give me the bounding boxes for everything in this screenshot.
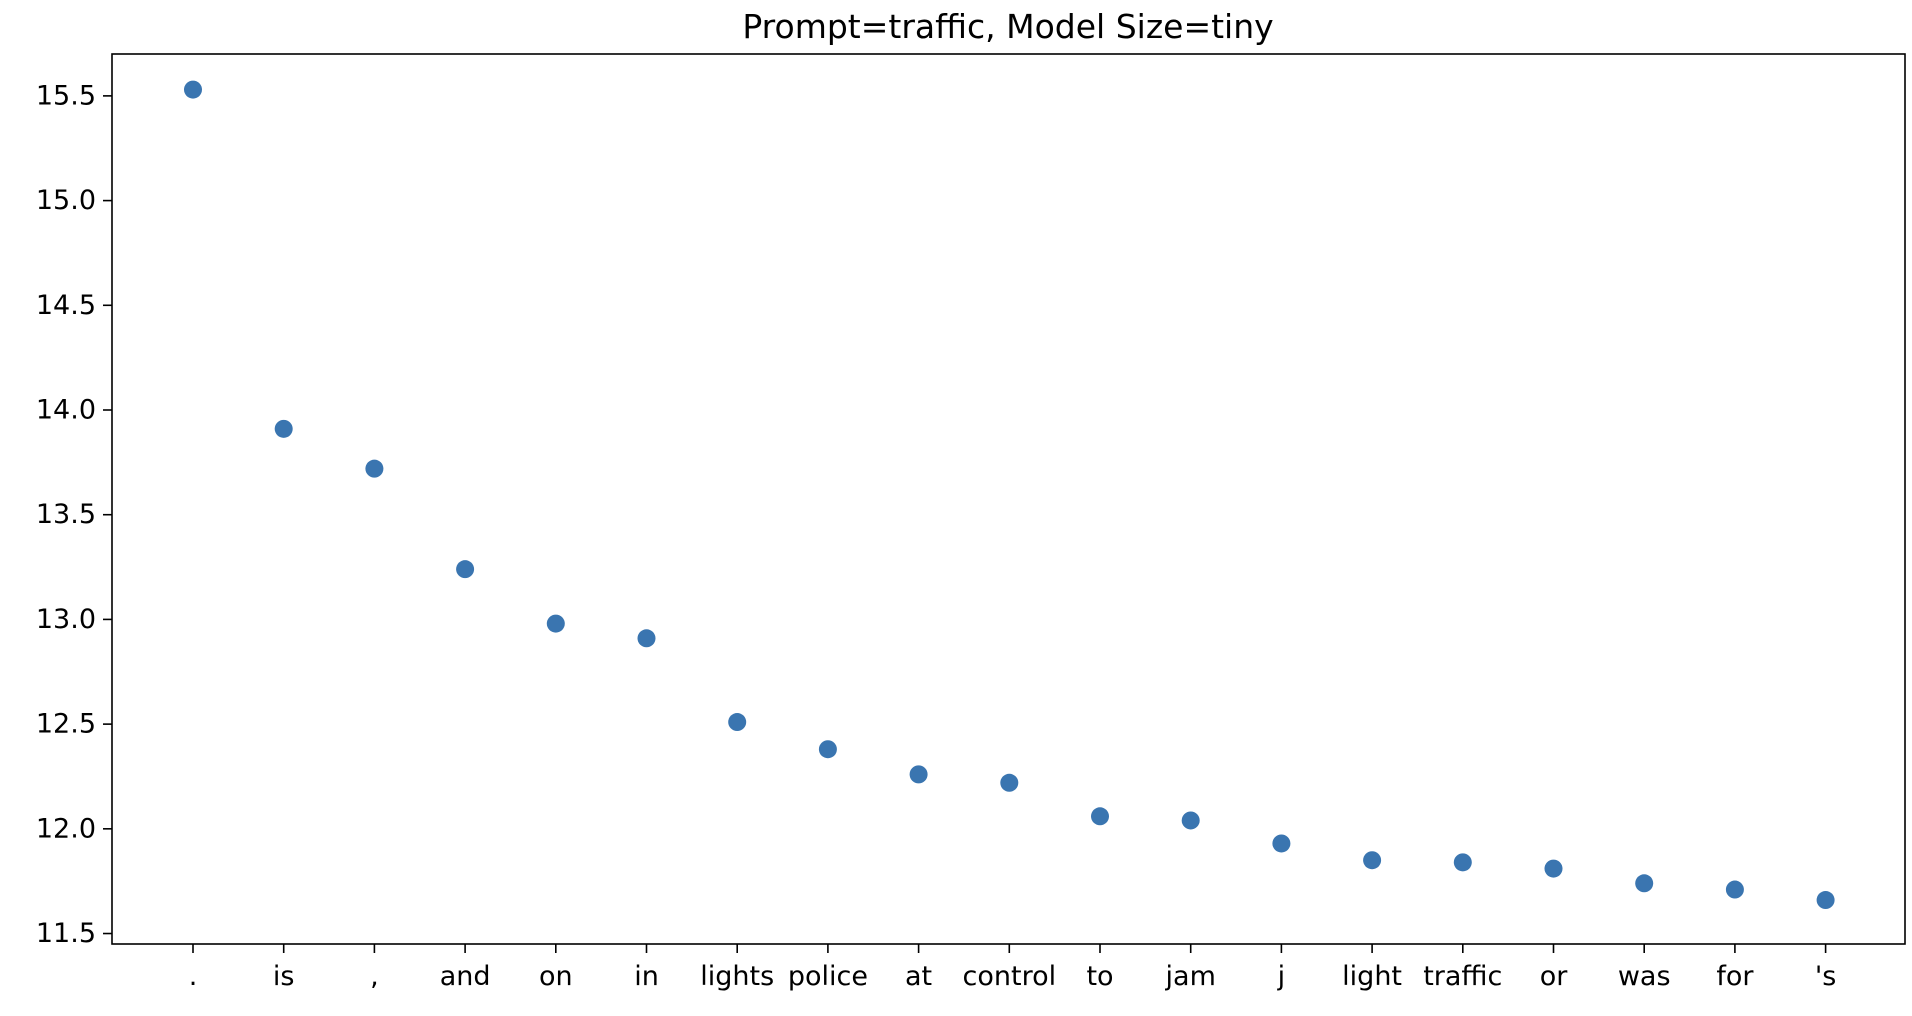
- y-tick-label: 14.5: [36, 290, 96, 321]
- data-point: [365, 459, 384, 478]
- data-point: [1000, 773, 1019, 792]
- data-point: [1725, 880, 1744, 899]
- data-point: [1544, 859, 1563, 878]
- y-tick-label: 13.5: [36, 499, 96, 530]
- y-tick-label: 15.5: [36, 80, 96, 111]
- data-point: [1272, 834, 1291, 853]
- data-point: [1816, 891, 1835, 910]
- y-tick-label: 13.0: [36, 604, 96, 635]
- x-tick-label: is: [273, 961, 295, 992]
- x-tick-label: light: [1342, 961, 1402, 992]
- data-point: [1635, 874, 1654, 893]
- data-point: [1453, 853, 1472, 872]
- data-point: [274, 419, 293, 438]
- x-tick-label: ,: [370, 961, 379, 992]
- x-tick-label: jam: [1165, 961, 1216, 992]
- data-point: [1091, 807, 1109, 826]
- y-tick-label: 12.0: [36, 813, 96, 844]
- y-tick-label: 14.0: [36, 395, 96, 426]
- x-tick-label: police: [788, 961, 868, 992]
- x-tick-label: .: [189, 961, 198, 992]
- x-tick-label: 's: [1815, 961, 1837, 992]
- data-point: [546, 614, 565, 633]
- y-tick-label: 15.0: [36, 185, 96, 216]
- plot-frame: [111, 53, 1906, 945]
- x-tick-label: and: [440, 961, 491, 992]
- data-point: [1181, 811, 1200, 830]
- x-tick-label: in: [634, 961, 659, 992]
- x-tick-label: control: [963, 961, 1057, 992]
- x-tick-label: was: [1618, 961, 1671, 992]
- data-point: [637, 629, 656, 648]
- x-tick-label: or: [1540, 961, 1569, 992]
- y-tick-label: 12.5: [36, 709, 96, 740]
- data-point: [456, 560, 475, 579]
- y-tick-label: 11.5: [36, 918, 96, 949]
- chart-title: Prompt=traffic, Model Size=tiny: [742, 7, 1273, 46]
- x-tick-label: lights: [700, 961, 774, 992]
- data-point: [728, 713, 747, 732]
- x-tick-label: on: [539, 961, 573, 992]
- x-axis: . is, and on in lights police at control to jam j li…: [189, 944, 1837, 992]
- x-tick-label: for: [1716, 961, 1754, 992]
- data-point: [1363, 851, 1382, 870]
- x-tick-label: at: [905, 961, 932, 992]
- x-tick-label: j: [1277, 961, 1286, 992]
- data-point: [909, 765, 928, 784]
- data-point: [818, 740, 837, 759]
- x-tick-label: traffic: [1423, 961, 1502, 992]
- data-points: [184, 80, 1835, 910]
- x-tick-label: to: [1086, 961, 1113, 992]
- y-axis: 11.5 12.0 12.5 13.0 13.5 14.0 14.5 15.0 15.5: [36, 80, 112, 949]
- data-point: [184, 80, 202, 99]
